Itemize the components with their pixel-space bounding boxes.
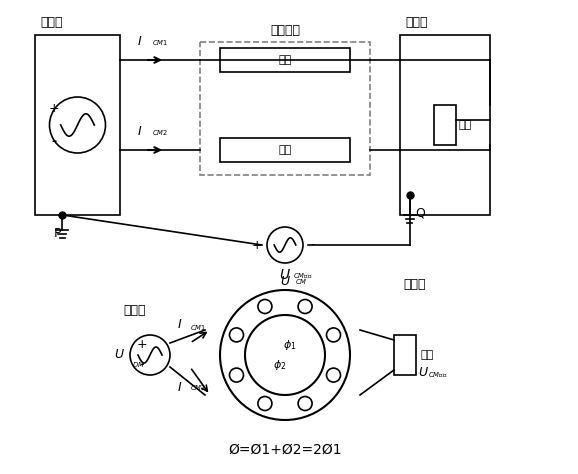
- Text: $U$: $U$: [279, 268, 291, 282]
- Bar: [220, 138, 350, 162]
- Bar: [400, 35, 490, 215]
- Text: 电源：: 电源：: [124, 303, 146, 317]
- Text: 阻抗: 阻抗: [279, 55, 292, 65]
- Text: -: -: [140, 358, 144, 372]
- Text: 设备：: 设备：: [404, 279, 426, 292]
- Text: +: +: [136, 338, 147, 352]
- Text: 阻抗: 阻抗: [459, 120, 472, 130]
- Text: $U$: $U$: [280, 275, 291, 288]
- Text: $_{CM线圈}$: $_{CM线圈}$: [293, 271, 313, 281]
- Text: $\phi_1$: $\phi_1$: [283, 338, 297, 352]
- Text: 设备：: 设备：: [405, 16, 428, 28]
- Text: $_{CM2}$: $_{CM2}$: [152, 128, 168, 138]
- Bar: [434, 105, 456, 145]
- Text: $U$: $U$: [418, 366, 429, 380]
- Text: $_{DM}$: $_{DM}$: [132, 360, 145, 370]
- Text: P: P: [54, 227, 61, 240]
- Text: $_{CM1}$: $_{CM1}$: [190, 323, 206, 333]
- Text: $_{CM负载}$: $_{CM负载}$: [428, 370, 448, 380]
- Text: Ø=Ø1+Ø2=2Ø1: Ø=Ø1+Ø2=2Ø1: [228, 443, 342, 457]
- Text: $I$: $I$: [177, 381, 183, 394]
- Text: 阻抗: 阻抗: [279, 145, 292, 155]
- Text: 电源：: 电源：: [40, 16, 62, 28]
- Text: Q: Q: [415, 207, 425, 220]
- Text: $_{CM1}$: $_{CM1}$: [152, 38, 168, 48]
- Text: 共模滤波: 共模滤波: [270, 24, 300, 36]
- Bar: [220, 48, 350, 72]
- Text: $\phi_2$: $\phi_2$: [273, 358, 287, 372]
- Text: +: +: [48, 102, 59, 115]
- Text: $U$: $U$: [114, 348, 125, 362]
- Text: $_{CM2}$: $_{CM2}$: [190, 383, 206, 393]
- Text: -: -: [51, 135, 56, 148]
- Bar: [200, 42, 370, 175]
- Text: +: +: [251, 238, 262, 252]
- Text: $I$: $I$: [138, 35, 143, 48]
- Bar: [394, 335, 416, 375]
- Bar: [35, 35, 120, 215]
- Text: -: -: [311, 238, 315, 252]
- Text: 负载: 负载: [421, 350, 434, 360]
- Text: $I$: $I$: [177, 318, 183, 331]
- Text: $_{CM}$: $_{CM}$: [295, 277, 307, 287]
- Text: $I$: $I$: [138, 125, 143, 138]
